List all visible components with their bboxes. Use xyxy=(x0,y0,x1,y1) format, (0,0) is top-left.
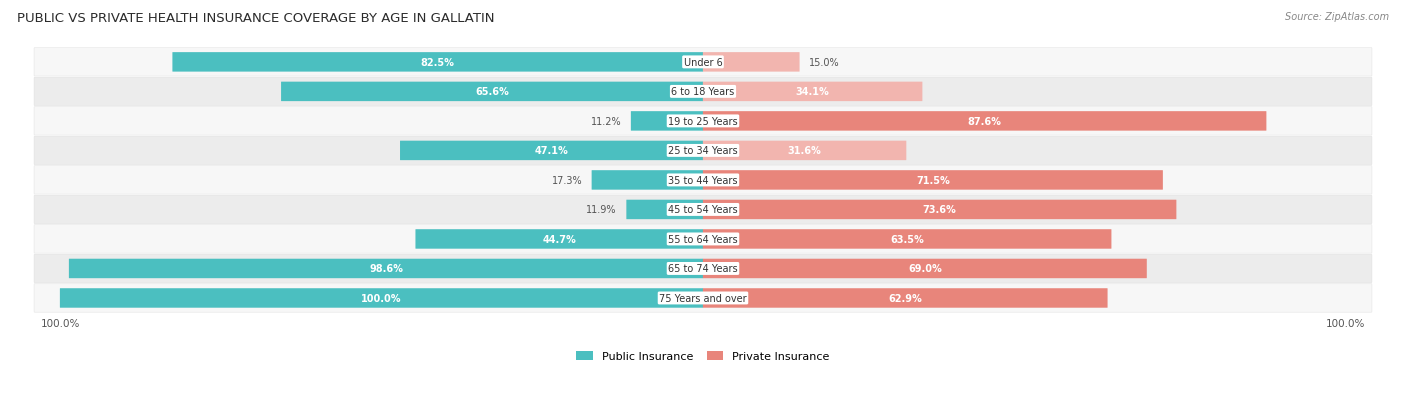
FancyBboxPatch shape xyxy=(34,78,1372,106)
Legend: Public Insurance, Private Insurance: Public Insurance, Private Insurance xyxy=(572,347,834,366)
FancyBboxPatch shape xyxy=(631,112,703,131)
Text: 65 to 74 Years: 65 to 74 Years xyxy=(668,264,738,274)
FancyBboxPatch shape xyxy=(281,83,703,102)
FancyBboxPatch shape xyxy=(401,141,703,161)
Text: 73.6%: 73.6% xyxy=(922,205,956,215)
FancyBboxPatch shape xyxy=(703,171,1163,190)
FancyBboxPatch shape xyxy=(34,137,1372,165)
Text: 34.1%: 34.1% xyxy=(796,87,830,97)
Text: 100.0%: 100.0% xyxy=(361,293,402,303)
Text: PUBLIC VS PRIVATE HEALTH INSURANCE COVERAGE BY AGE IN GALLATIN: PUBLIC VS PRIVATE HEALTH INSURANCE COVER… xyxy=(17,12,495,25)
FancyBboxPatch shape xyxy=(173,53,703,72)
Text: 19 to 25 Years: 19 to 25 Years xyxy=(668,116,738,127)
FancyBboxPatch shape xyxy=(34,225,1372,254)
Text: 45 to 54 Years: 45 to 54 Years xyxy=(668,205,738,215)
Text: 65.6%: 65.6% xyxy=(475,87,509,97)
FancyBboxPatch shape xyxy=(60,289,703,308)
FancyBboxPatch shape xyxy=(703,141,907,161)
FancyBboxPatch shape xyxy=(703,112,1267,131)
Text: 25 to 34 Years: 25 to 34 Years xyxy=(668,146,738,156)
FancyBboxPatch shape xyxy=(703,53,800,72)
FancyBboxPatch shape xyxy=(69,259,703,278)
FancyBboxPatch shape xyxy=(415,230,703,249)
FancyBboxPatch shape xyxy=(703,83,922,102)
Text: 87.6%: 87.6% xyxy=(967,116,1001,127)
FancyBboxPatch shape xyxy=(626,200,703,220)
FancyBboxPatch shape xyxy=(703,230,1111,249)
FancyBboxPatch shape xyxy=(34,284,1372,312)
Text: 15.0%: 15.0% xyxy=(808,58,839,68)
Text: 44.7%: 44.7% xyxy=(543,235,576,244)
Text: Source: ZipAtlas.com: Source: ZipAtlas.com xyxy=(1285,12,1389,22)
Text: 11.9%: 11.9% xyxy=(586,205,617,215)
Text: 6 to 18 Years: 6 to 18 Years xyxy=(672,87,734,97)
Text: 69.0%: 69.0% xyxy=(908,264,942,274)
Text: 71.5%: 71.5% xyxy=(915,176,949,185)
FancyBboxPatch shape xyxy=(34,49,1372,77)
FancyBboxPatch shape xyxy=(703,289,1108,308)
Text: 11.2%: 11.2% xyxy=(591,116,621,127)
Text: 98.6%: 98.6% xyxy=(368,264,404,274)
FancyBboxPatch shape xyxy=(34,196,1372,224)
FancyBboxPatch shape xyxy=(592,171,703,190)
Text: 82.5%: 82.5% xyxy=(420,58,454,68)
Text: 31.6%: 31.6% xyxy=(787,146,821,156)
FancyBboxPatch shape xyxy=(34,255,1372,283)
FancyBboxPatch shape xyxy=(34,107,1372,136)
Text: Under 6: Under 6 xyxy=(683,58,723,68)
Text: 35 to 44 Years: 35 to 44 Years xyxy=(668,176,738,185)
Text: 63.5%: 63.5% xyxy=(890,235,924,244)
FancyBboxPatch shape xyxy=(703,200,1177,220)
Text: 55 to 64 Years: 55 to 64 Years xyxy=(668,235,738,244)
Text: 17.3%: 17.3% xyxy=(551,176,582,185)
Text: 75 Years and over: 75 Years and over xyxy=(659,293,747,303)
FancyBboxPatch shape xyxy=(34,166,1372,195)
FancyBboxPatch shape xyxy=(703,259,1147,278)
Text: 62.9%: 62.9% xyxy=(889,293,922,303)
Text: 47.1%: 47.1% xyxy=(534,146,568,156)
